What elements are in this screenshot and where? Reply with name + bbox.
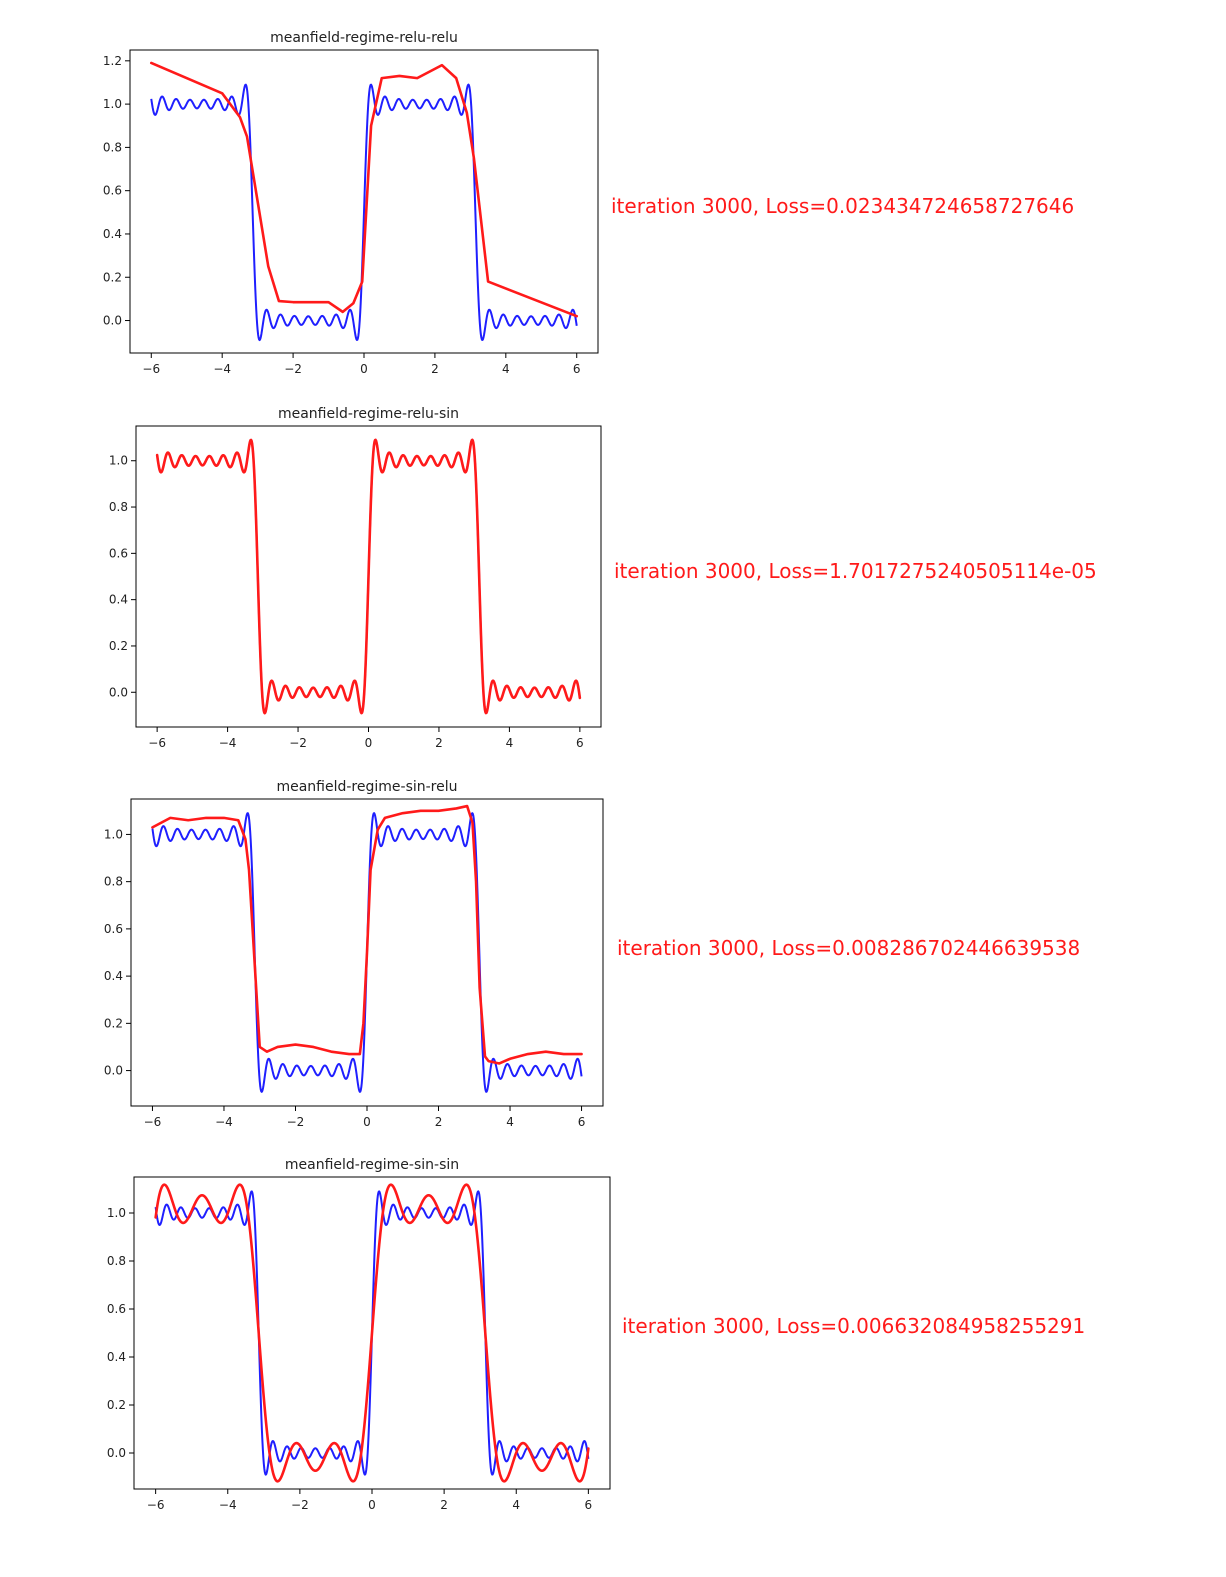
- x-tick-label: −2: [284, 362, 302, 376]
- chart-panel-4: meanfield-regime-sin-sin −6 −4 −2 0 2 4 6 0.0 0.2…: [107, 1157, 611, 1512]
- x-tick-label: 2: [440, 1498, 448, 1512]
- loss-annotation-4: iteration 3000, Loss=0.00663208495825529…: [622, 1314, 1086, 1338]
- x-tick-label: 6: [573, 362, 581, 376]
- x-tick-label: 2: [435, 1115, 443, 1129]
- x-tick-label: −4: [215, 1115, 233, 1129]
- plot-frame: [129, 49, 599, 354]
- y-tick-label: 0.0: [109, 685, 128, 699]
- loss-annotation-1: iteration 3000, Loss=0.02343472465872764…: [611, 194, 1075, 218]
- y-tick-label: 0.8: [103, 140, 122, 154]
- y-tick-label: 1.0: [109, 454, 128, 468]
- x-tick-label: 0: [360, 362, 368, 376]
- y-tick-label: 0.8: [109, 500, 128, 514]
- y-tick-label: 0.6: [109, 546, 128, 560]
- y-tick-label: 1.0: [103, 97, 122, 111]
- chart-title: meanfield-regime-relu-relu: [270, 30, 458, 46]
- loss-annotation-2: iteration 3000, Loss=1.7017275240505114e…: [614, 559, 1097, 583]
- plot-frame: [133, 1176, 611, 1490]
- x-tick-label: −4: [213, 362, 231, 376]
- chart-panel-3: meanfield-regime-sin-relu −6 −4 −2 0 2 4 6 0.0 0.…: [104, 779, 604, 1129]
- target-series-line: [150, 83, 578, 342]
- x-tick-label: 2: [431, 362, 439, 376]
- x-tick-label: 4: [502, 362, 510, 376]
- y-tick-label: 0.2: [104, 1016, 123, 1030]
- x-tick-label: −6: [142, 362, 160, 376]
- y-tick-label: 0.4: [104, 969, 123, 983]
- y-tick-label: 0.2: [109, 639, 128, 653]
- fit-series-line: [149, 61, 579, 318]
- y-tick-label: 0.0: [104, 1064, 123, 1078]
- y-tick-label: 1.2: [103, 54, 122, 68]
- x-tick-label: 0: [368, 1498, 376, 1512]
- x-tick-label: −2: [289, 736, 307, 750]
- x-tick-label: −2: [291, 1498, 309, 1512]
- chart-title: meanfield-regime-sin-sin: [285, 1157, 459, 1173]
- chart-panel-1: meanfield-regime-relu-relu −6 −4 −2 0 2 4 6 0.0 0…: [103, 30, 599, 376]
- y-tick-label: 0.4: [103, 227, 122, 241]
- x-tick-label: 2: [435, 736, 443, 750]
- x-tick-label: −6: [148, 736, 166, 750]
- y-tick-label: 0.4: [107, 1350, 126, 1364]
- y-tick-label: 0.6: [103, 184, 122, 198]
- plot-frame: [135, 425, 602, 728]
- y-tick-label: 0.8: [104, 875, 123, 889]
- y-tick-label: 0.0: [107, 1446, 126, 1460]
- x-tick-label: 0: [363, 1115, 371, 1129]
- x-tick-label: −2: [287, 1115, 305, 1129]
- chart-title: meanfield-regime-sin-relu: [276, 779, 457, 795]
- chart-title: meanfield-regime-relu-sin: [278, 406, 459, 422]
- y-tick-label: 0.2: [107, 1398, 126, 1412]
- plot-frame: [130, 798, 604, 1107]
- x-tick-label: 6: [578, 1115, 586, 1129]
- chart-panel-2: meanfield-regime-relu-sin −6 −4 −2 0 2 4 6 0.0 0.…: [109, 406, 602, 750]
- y-tick-label: 0.0: [103, 314, 122, 328]
- x-tick-label: 6: [576, 736, 584, 750]
- x-tick-label: −6: [147, 1498, 165, 1512]
- y-tick-label: 0.8: [107, 1254, 126, 1268]
- fit-series-line: [151, 804, 583, 1065]
- y-tick-label: 0.2: [103, 270, 122, 284]
- y-tick-label: 1.0: [104, 827, 123, 841]
- loss-annotation-3: iteration 3000, Loss=0.00828670244663953…: [617, 936, 1081, 960]
- x-tick-label: 4: [512, 1498, 520, 1512]
- y-tick-label: 0.6: [104, 922, 123, 936]
- x-tick-label: −4: [219, 736, 237, 750]
- y-tick-label: 1.0: [107, 1206, 126, 1220]
- fit-series-line: [154, 1183, 590, 1483]
- y-tick-label: 0.6: [107, 1302, 126, 1316]
- x-tick-label: 0: [365, 736, 373, 750]
- y-tick-label: 0.4: [109, 593, 128, 607]
- x-tick-label: −4: [219, 1498, 237, 1512]
- fit-series-line: [155, 438, 582, 715]
- x-tick-label: 6: [585, 1498, 593, 1512]
- x-tick-label: −6: [144, 1115, 162, 1129]
- x-tick-label: 4: [506, 736, 514, 750]
- x-tick-label: 4: [506, 1115, 514, 1129]
